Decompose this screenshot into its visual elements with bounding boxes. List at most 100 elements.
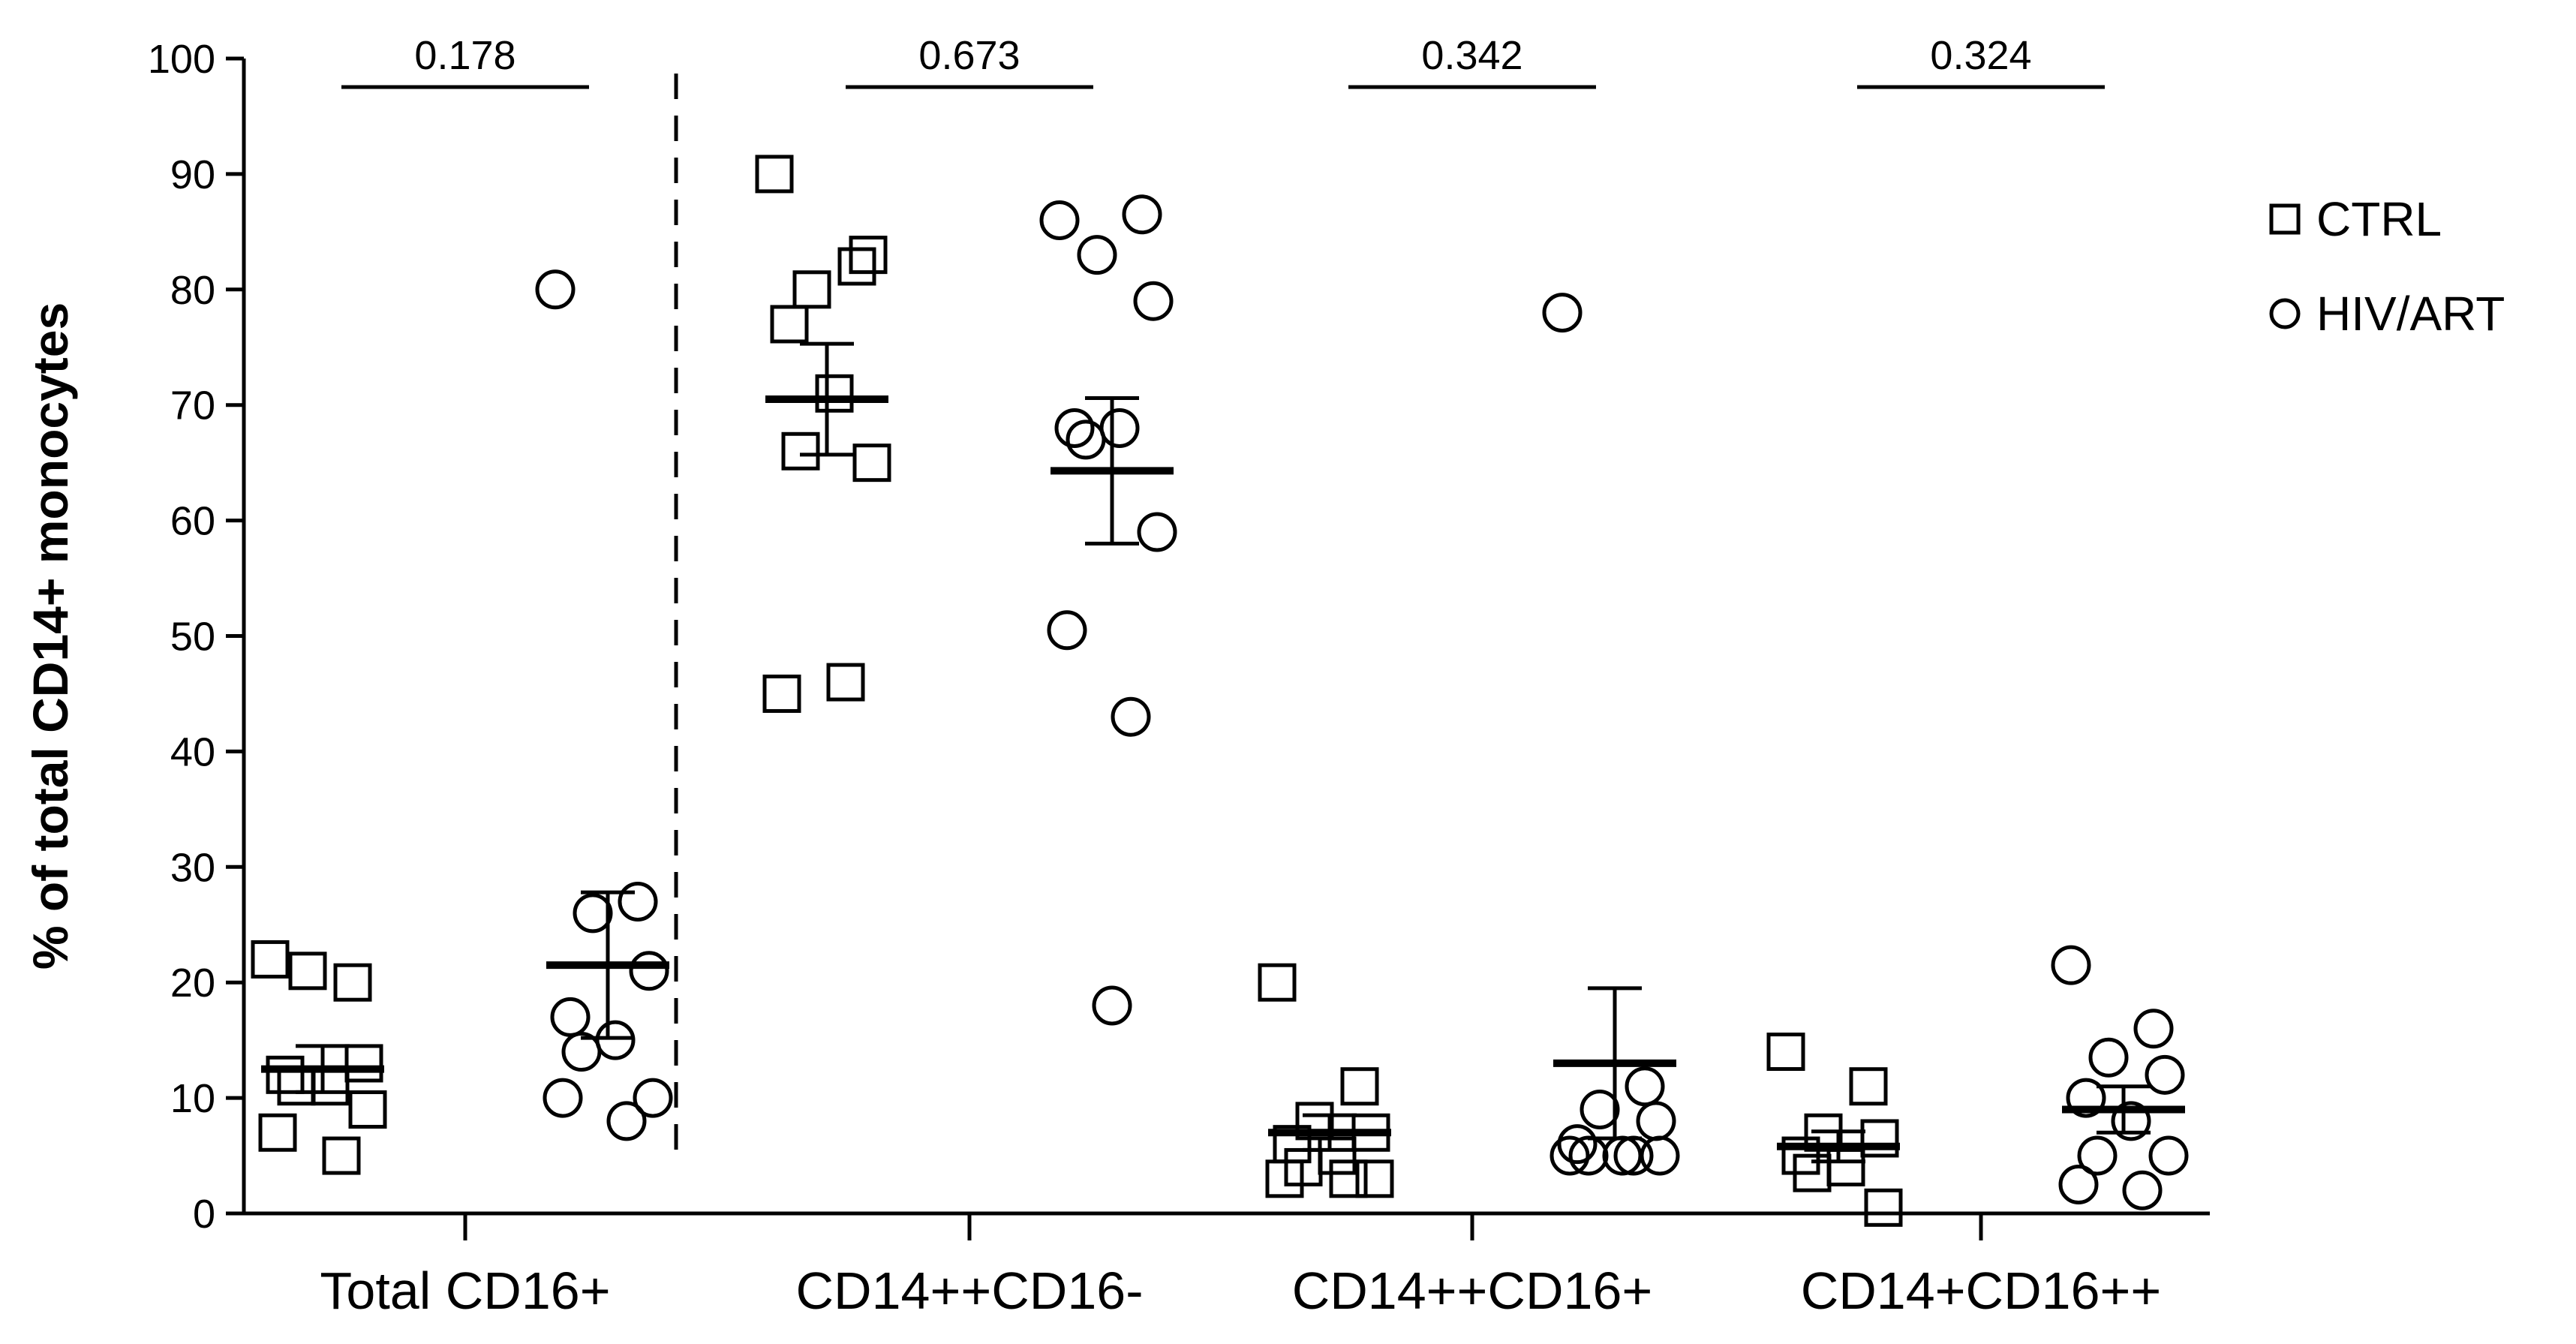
hivart-point [1133,281,1174,321]
y-tick-label: 80 [170,268,215,313]
y-tick-label: 50 [170,615,215,660]
hivart-point [1137,512,1177,552]
axes: 0 10 20 30 40 50 60 70 80 90 100 Total CD16+ CD14++C… [148,37,2210,1320]
legend-label: HIV/ART [2316,287,2505,341]
p-value-label: 0.178 [414,33,516,78]
hivart-point [1557,1124,1598,1165]
hivart-point [2058,1165,2099,1205]
y-tick-label: 30 [170,845,215,890]
ctrl-point [837,247,876,286]
hivart-point [1054,407,1095,448]
hivart-point [2111,1101,2151,1141]
legend-ctrl-marker [2269,203,2301,235]
ctrl-point [277,1067,316,1106]
ctrl-point [1793,1153,1832,1192]
x-tick-label: CD14++CD16- [796,1261,1144,1320]
hivart-point [1580,1089,1620,1129]
ctrl-point [770,305,809,344]
ctrl-point [815,374,854,413]
y-tick-label: 90 [170,152,215,197]
ctrl-point [781,431,820,471]
hivart-point [573,893,613,934]
y-tick-label: 10 [170,1076,215,1121]
x-tick-label: CD14+CD16++ [1801,1261,2162,1320]
ctrl-point [1329,1159,1368,1198]
y-tick-label: 40 [170,729,215,774]
hivart-point [633,1078,673,1118]
ctrl-point [1766,1033,1805,1072]
hivart-point [1640,1135,1680,1176]
ctrl-point [251,940,290,979]
y-tick-label: 100 [148,37,215,82]
hivart-point [2066,1078,2106,1118]
ctrl-point [311,1067,350,1106]
ctrl-point [755,155,794,194]
hivart-point [535,269,576,310]
ctrl-point [1826,1147,1865,1186]
hivart-point [606,1101,647,1141]
ctrl-point [322,1136,361,1175]
hivart-point [1066,419,1106,460]
hivart-point [1550,1135,1590,1176]
hivart-point [2145,1054,2185,1095]
hivart-point [1542,293,1583,333]
ctrl-point [826,663,865,702]
ctrl-point [852,443,891,483]
ctrl-point [348,1090,387,1129]
ctrl-point [333,963,372,1002]
hivart-point [1077,235,1117,275]
ctrl-point [1318,1136,1357,1175]
hivart-point [1111,696,1151,737]
p-value-label: 0.324 [1930,33,2031,78]
summary-stats [261,341,2185,1164]
hivart-point [618,881,658,922]
ctrl-point [1860,1119,1899,1158]
p-value-label: 0.342 [1421,33,1522,78]
hivart-point [595,1020,636,1060]
legend-hivart-marker [2269,298,2301,329]
hivart-point [1099,407,1140,448]
hivart-point [2133,1009,2174,1049]
hivart-point [1122,194,1162,235]
ctrl-point [762,674,801,713]
ctrl-point [849,236,888,275]
legend-label: CTRL [2316,192,2442,246]
y-tick-label: 0 [193,1192,215,1237]
hivart-point [561,1032,602,1072]
ctrl-point [1265,1159,1304,1198]
hivart-point [1047,610,1087,651]
hivart-point [629,951,669,991]
ctrl-point [1864,1188,1903,1227]
hivart-point [2088,1037,2129,1078]
ctrl-point [288,952,327,991]
significance-annotations: 0.178 0.673 0.342 0.324 [341,33,2105,89]
ctrl-point [1355,1159,1394,1198]
hivart-point [1636,1101,1676,1141]
hivart-point [1039,200,1080,240]
ctrl-point [1258,963,1297,1002]
ctrl-point [1295,1102,1334,1141]
ctrl-point [266,1055,305,1094]
hivart-point [550,997,591,1037]
hivart-point [2122,1170,2163,1210]
x-tick-label: CD14++CD16+ [1292,1261,1653,1320]
y-tick-label: 70 [170,383,215,428]
ctrl-point [792,270,831,309]
data-marks [251,155,2189,1227]
p-value-label: 0.673 [918,33,1020,78]
ctrl-point [258,1113,297,1152]
y-tick-label: 20 [170,961,215,1006]
hivart-point [1092,985,1132,1026]
x-tick-label: Total CD16+ [320,1261,610,1320]
hivart-point [2077,1135,2118,1176]
ctrl-point [344,1044,383,1083]
hivart-point [1625,1066,1665,1107]
y-tick-label: 60 [170,499,215,544]
hivart-point [2148,1135,2189,1176]
hivart-point [543,1078,583,1118]
ctrl-point [1340,1067,1379,1106]
y-axis-title: % of total CD14+ monocytes [23,302,78,970]
legend: CTRL HIV/ART [2269,192,2505,341]
hivart-point [2051,945,2091,985]
